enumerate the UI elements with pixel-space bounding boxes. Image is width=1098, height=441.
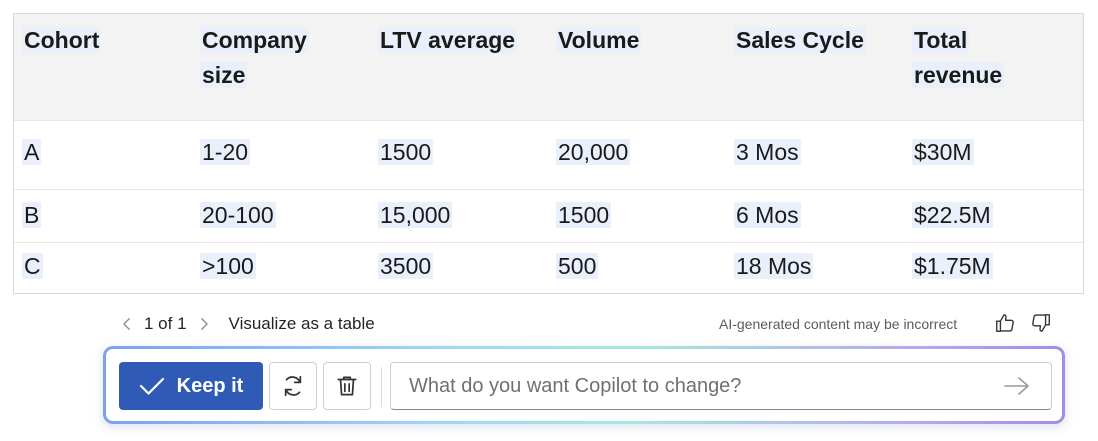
table-cell: $1.75M xyxy=(912,253,993,279)
checkmark-icon xyxy=(139,377,164,395)
data-table: Cohort Company size LTV average Volume Sa… xyxy=(13,13,1084,294)
table-row: A 1-20 1500 20,000 3 Mos $30M xyxy=(14,120,1083,190)
page-count: 1 of 1 xyxy=(144,314,187,333)
thumbs-up-icon[interactable] xyxy=(994,312,1018,336)
ai-disclaimer: AI-generated content may be incorrect xyxy=(719,316,958,332)
trash-icon xyxy=(337,376,357,396)
table-cell: 20,000 xyxy=(556,139,631,165)
table-row: C >100 3500 500 18 Mos $1.75M xyxy=(14,242,1083,294)
table-cell: B xyxy=(22,202,42,228)
table-cell: C xyxy=(22,253,43,279)
header-volume: Volume xyxy=(556,27,642,53)
table-cell: 500 xyxy=(556,253,599,279)
keep-it-button[interactable]: Keep it xyxy=(119,362,263,410)
table-cell: 15,000 xyxy=(378,202,453,228)
table-cell: A xyxy=(22,139,42,165)
chevron-right-icon[interactable] xyxy=(193,313,215,335)
discard-button[interactable] xyxy=(323,362,371,410)
table-cell: 3 Mos xyxy=(734,139,801,165)
divider xyxy=(381,367,382,407)
arrow-right-icon xyxy=(1004,377,1029,395)
copilot-action-bar: Keep it xyxy=(103,346,1065,424)
table-cell: 18 Mos xyxy=(734,253,814,279)
table-cell: 6 Mos xyxy=(734,202,801,228)
copilot-change-input[interactable] xyxy=(390,362,1052,410)
header-total-revenue: Total revenue xyxy=(912,27,1005,88)
chevron-left-icon[interactable] xyxy=(116,313,138,335)
table-header-row: Cohort Company size LTV average Volume Sa… xyxy=(14,14,1083,120)
header-sales-cycle: Sales Cycle xyxy=(734,27,866,53)
table-cell: $30M xyxy=(912,139,974,165)
header-company-size: Company size xyxy=(200,27,309,88)
table-cell: 1500 xyxy=(378,139,434,165)
header-cohort: Cohort xyxy=(22,27,102,53)
send-button[interactable] xyxy=(1002,373,1032,399)
header-ltv-average: LTV average xyxy=(378,27,518,53)
refresh-icon xyxy=(284,375,302,397)
table-row: B 20-100 15,000 1500 6 Mos $22.5M xyxy=(14,189,1083,243)
table-cell: 1500 xyxy=(556,202,612,228)
keep-it-label: Keep it xyxy=(176,374,244,397)
table-cell: $22.5M xyxy=(912,202,993,228)
table-cell: 3500 xyxy=(378,253,434,279)
table-cell: 1-20 xyxy=(200,139,251,165)
table-cell: >100 xyxy=(200,253,256,279)
regenerate-button[interactable] xyxy=(269,362,317,410)
table-cell: 20-100 xyxy=(200,202,276,228)
response-description: Visualize as a table xyxy=(228,314,375,333)
thumbs-down-icon[interactable] xyxy=(1030,312,1054,336)
response-pager: 1 of 1 Visualize as a table xyxy=(116,312,375,336)
